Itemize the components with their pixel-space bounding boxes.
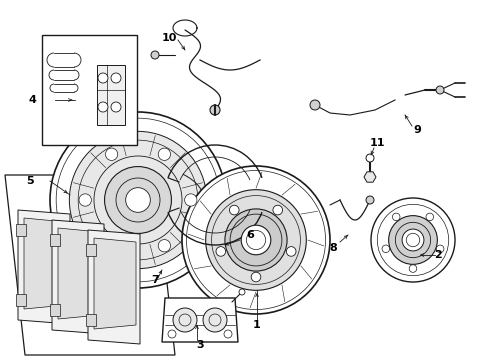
Text: 1: 1: [253, 320, 260, 330]
Text: 11: 11: [368, 138, 384, 148]
Text: 5: 5: [26, 176, 34, 186]
Polygon shape: [88, 230, 140, 344]
Circle shape: [168, 330, 176, 338]
Circle shape: [111, 102, 121, 112]
Circle shape: [251, 272, 260, 282]
Circle shape: [388, 216, 436, 264]
Circle shape: [158, 148, 170, 161]
Circle shape: [401, 229, 423, 251]
Circle shape: [239, 289, 244, 295]
Circle shape: [69, 131, 206, 269]
Circle shape: [425, 213, 433, 221]
Text: 3: 3: [196, 340, 203, 350]
Circle shape: [203, 308, 226, 332]
Circle shape: [158, 239, 170, 252]
Text: 8: 8: [328, 243, 336, 253]
Circle shape: [205, 190, 305, 290]
Circle shape: [365, 154, 373, 162]
Circle shape: [50, 112, 225, 288]
Circle shape: [224, 209, 286, 271]
Circle shape: [209, 105, 220, 115]
Circle shape: [98, 102, 108, 112]
Polygon shape: [86, 314, 96, 326]
Circle shape: [216, 247, 225, 256]
Circle shape: [241, 225, 270, 255]
Circle shape: [111, 73, 121, 83]
Circle shape: [98, 73, 108, 83]
Text: 2: 2: [433, 250, 441, 260]
Bar: [42, 35, 137, 145]
Polygon shape: [86, 244, 96, 256]
Circle shape: [182, 166, 329, 314]
Polygon shape: [94, 238, 136, 329]
Polygon shape: [52, 220, 104, 334]
Circle shape: [224, 330, 231, 338]
Circle shape: [79, 194, 91, 206]
Circle shape: [104, 167, 171, 233]
Circle shape: [309, 100, 319, 110]
Circle shape: [408, 265, 416, 272]
Text: 4: 4: [28, 95, 36, 105]
Polygon shape: [50, 304, 60, 316]
Circle shape: [392, 213, 399, 221]
Circle shape: [105, 148, 118, 161]
Circle shape: [125, 188, 150, 212]
Circle shape: [229, 205, 239, 215]
Polygon shape: [363, 172, 375, 182]
Polygon shape: [24, 218, 66, 309]
Polygon shape: [50, 234, 60, 246]
Circle shape: [105, 239, 118, 252]
Text: 9: 9: [412, 125, 420, 135]
Polygon shape: [18, 210, 70, 324]
Text: 7: 7: [151, 275, 159, 285]
Text: 10: 10: [161, 33, 176, 43]
Polygon shape: [58, 228, 100, 319]
Polygon shape: [5, 175, 175, 355]
Circle shape: [370, 198, 454, 282]
Circle shape: [272, 205, 282, 215]
Text: 6: 6: [245, 230, 253, 240]
Circle shape: [435, 245, 443, 253]
Circle shape: [151, 51, 159, 59]
Polygon shape: [16, 224, 26, 236]
Polygon shape: [162, 298, 238, 342]
Circle shape: [173, 308, 197, 332]
Circle shape: [435, 86, 443, 94]
Polygon shape: [16, 294, 26, 306]
Circle shape: [365, 196, 373, 204]
Circle shape: [286, 247, 295, 256]
Circle shape: [184, 194, 197, 206]
Polygon shape: [97, 65, 125, 125]
Circle shape: [381, 245, 389, 253]
